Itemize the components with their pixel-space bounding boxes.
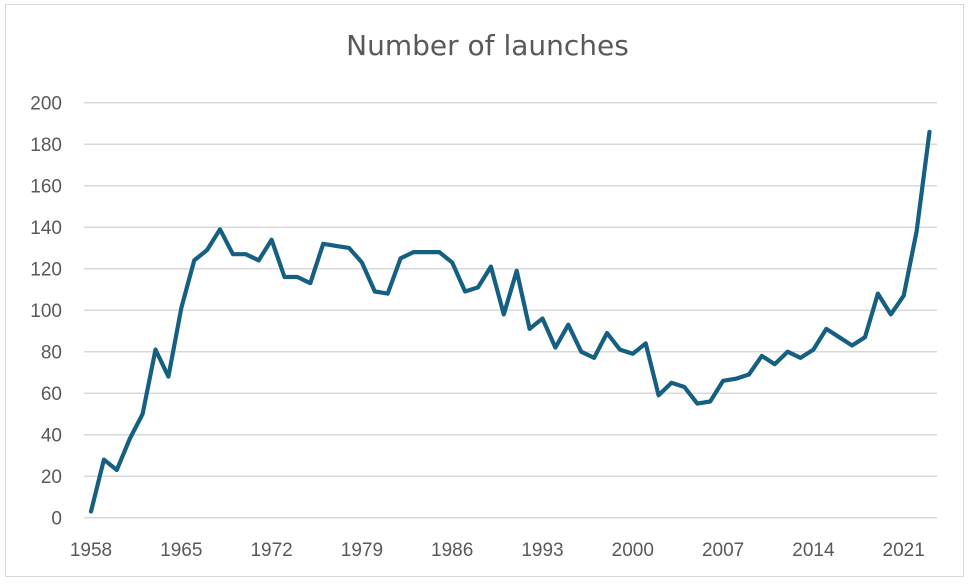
y-tick-label: 40: [41, 426, 62, 447]
y-tick-label: 120: [30, 260, 62, 281]
chart-title: Number of launches: [346, 29, 629, 62]
x-tick-label: 1958: [70, 540, 112, 561]
x-tick-label: 2000: [612, 540, 654, 561]
y-tick-label: 100: [30, 301, 62, 322]
y-tick-label: 200: [30, 94, 62, 115]
y-tick-label: 0: [51, 509, 62, 530]
x-tick-label: 1986: [431, 540, 473, 561]
y-tick-label: 80: [41, 343, 62, 364]
y-tick-label: 140: [30, 218, 62, 239]
y-tick-label: 60: [41, 384, 62, 405]
x-tick-label: 2007: [702, 540, 744, 561]
chart-frame: [5, 4, 964, 577]
x-tick-label: 1965: [160, 540, 202, 561]
y-axis-labels: 0 20 40 60 80 100 120 140 160 180 200: [30, 94, 62, 530]
series-line-number-of-launches: [88, 129, 932, 514]
y-tick-label: 20: [41, 467, 62, 488]
y-tick-label: 180: [30, 135, 62, 156]
x-tick-label: 1993: [521, 540, 563, 561]
x-tick-label: 2021: [883, 540, 925, 561]
x-axis-labels: 1958 1965 1972 1979 1986 1993 2000 2007 2014 2021: [70, 540, 925, 561]
x-tick-label: 1979: [341, 540, 383, 561]
y-tick-label: 160: [30, 177, 62, 198]
x-tick-label: 2014: [792, 540, 835, 561]
x-tick-label: 1972: [250, 540, 292, 561]
gridlines: [84, 101, 937, 519]
